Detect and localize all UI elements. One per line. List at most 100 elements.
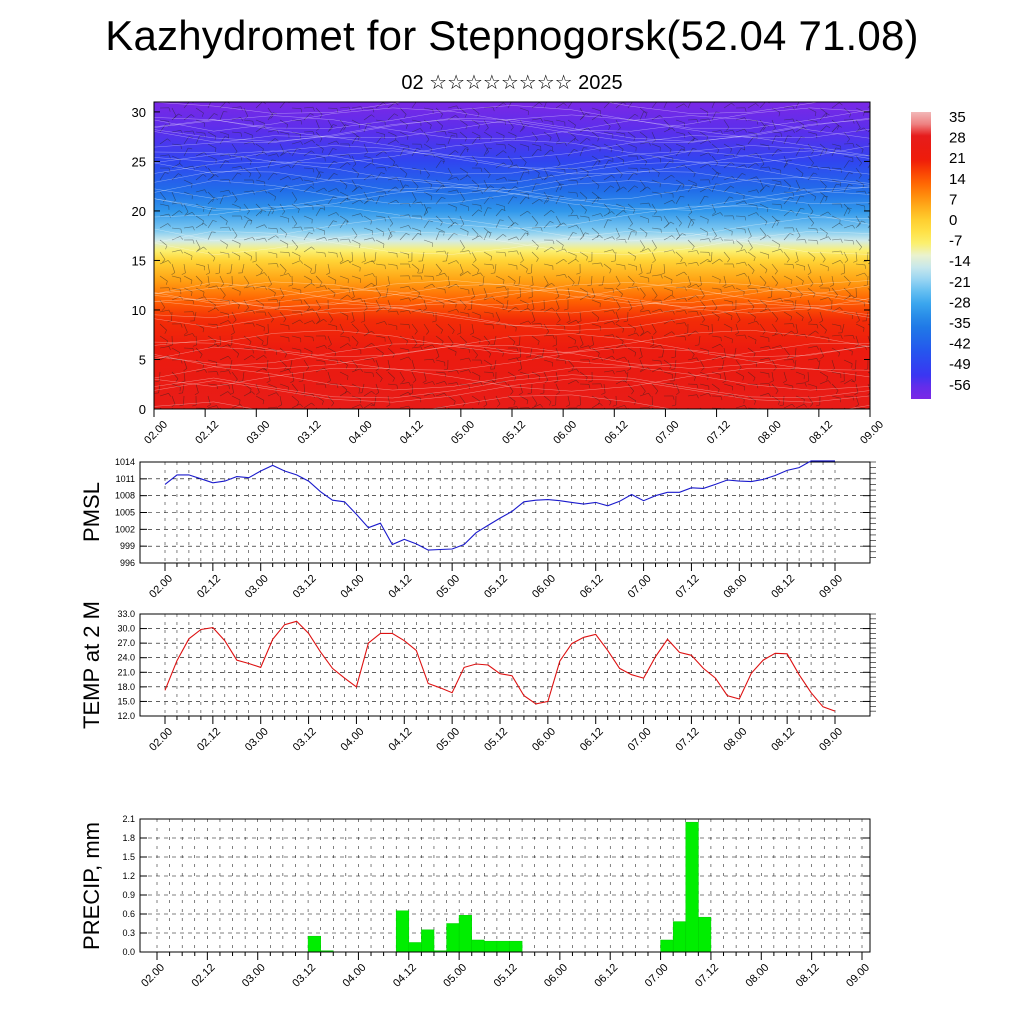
y-tick-label: 1005 xyxy=(115,508,135,518)
y-tick-label: 0.0 xyxy=(122,947,135,957)
y-tick-label: 0.9 xyxy=(122,890,135,900)
x-tick-label: 06.12 xyxy=(602,419,630,447)
y-tick-label: 1.8 xyxy=(122,833,135,843)
x-tick-label: 03.12 xyxy=(290,962,318,990)
y-tick-label: 33.0 xyxy=(117,609,135,619)
pmsl-panel: 1014 1011 1008 1005 1002 999 996 02.00 02.12 03.… xyxy=(79,457,876,601)
y-tick-label: 996 xyxy=(120,558,135,568)
x-tick-label: 07.00 xyxy=(654,419,682,447)
x-tick-label: 05.00 xyxy=(434,573,462,601)
x-tick-label: 07.12 xyxy=(693,962,721,990)
x-tick-label: 09.00 xyxy=(817,573,845,601)
precip-bar xyxy=(685,821,699,953)
colorbar-tick-label: -56 xyxy=(949,377,971,394)
temp-ylabel: TEMP at 2 M xyxy=(79,601,104,729)
x-tick-label: 04.12 xyxy=(398,419,426,447)
cross-ytick-label: 15 xyxy=(132,253,146,268)
precip-bar xyxy=(458,915,472,953)
cross-ytick-label: 25 xyxy=(132,154,146,169)
colorbar: 35 28 21 14 7 0 -7 -14 -21 -28 -35 -42 -49 -56 xyxy=(911,109,971,399)
x-tick-label: 07.00 xyxy=(626,573,654,601)
x-tick-label: 05.00 xyxy=(449,419,477,447)
x-tick-label: 04.12 xyxy=(386,726,414,754)
y-tick-label: 1.5 xyxy=(122,852,135,862)
x-tick-label: 02.12 xyxy=(190,962,218,990)
x-tick-label: 06.00 xyxy=(530,726,558,754)
x-tick-label: 08.12 xyxy=(794,962,822,990)
colorbar-tick-label: 14 xyxy=(949,171,966,188)
y-tick-label: 1002 xyxy=(115,524,135,534)
colorbar-tick-label: 35 xyxy=(949,109,966,126)
precip-bar xyxy=(471,939,485,953)
x-tick-label: 09.00 xyxy=(858,419,886,447)
precip-bar xyxy=(395,910,410,953)
x-tick-label: 04.00 xyxy=(339,726,367,754)
y-tick-label: 1.2 xyxy=(122,871,135,881)
colorbar-tick-label: -42 xyxy=(949,336,971,353)
precip-ylabel: PRECIP, mm xyxy=(79,822,104,950)
x-tick-label: 06.12 xyxy=(578,726,606,754)
y-tick-label: 24.0 xyxy=(117,653,135,663)
precip-panel: 2.1 1.8 1.5 1.2 0.9 0.6 0.3 0.0 02.00 02.12 03.00… xyxy=(79,814,872,990)
x-tick-label: 02.12 xyxy=(193,419,221,447)
colorbar-tick-label: -7 xyxy=(949,233,962,250)
cross-ytick-label: 20 xyxy=(132,204,146,219)
precip-bar xyxy=(446,923,460,953)
y-tick-label: 999 xyxy=(120,541,135,551)
precip-bar xyxy=(421,929,435,953)
x-tick-label: 02.00 xyxy=(142,419,170,447)
y-tick-label: 27.0 xyxy=(117,638,135,648)
cross-ytick-label: 10 xyxy=(132,303,146,318)
x-tick-label: 07.12 xyxy=(705,419,733,447)
x-tick-label: 05.00 xyxy=(434,726,462,754)
x-tick-label: 08.00 xyxy=(756,419,784,447)
x-tick-label: 05.12 xyxy=(492,962,520,990)
x-tick-label: 06.12 xyxy=(578,573,606,601)
x-tick-label: 02.12 xyxy=(195,726,223,754)
pmsl-series-line xyxy=(164,460,835,551)
chart-subtitle: 02 ☆☆☆☆☆☆☆☆ 2025 xyxy=(401,72,623,94)
x-tick-label: 04.12 xyxy=(386,573,414,601)
cross-ytick-label: 30 xyxy=(132,105,146,120)
x-tick-label: 08.12 xyxy=(807,419,835,447)
x-tick-label: 03.12 xyxy=(291,726,319,754)
x-tick-label: 05.12 xyxy=(482,573,510,601)
chart-title: Kazhydromet for Stepnogorsk(52.04 71.08) xyxy=(105,12,919,59)
x-tick-label: 08.00 xyxy=(721,726,749,754)
colorbar-tick-label: 0 xyxy=(949,212,957,229)
x-tick-label: 09.00 xyxy=(844,962,872,990)
y-tick-label: 0.6 xyxy=(122,909,135,919)
x-tick-label: 06.00 xyxy=(530,573,558,601)
x-tick-label: 06.00 xyxy=(551,419,579,447)
y-tick-label: 2.1 xyxy=(122,814,135,824)
precip-bar xyxy=(307,935,321,953)
precip-bar xyxy=(672,921,687,953)
x-tick-label: 05.00 xyxy=(441,962,469,990)
x-tick-label: 08.00 xyxy=(743,962,771,990)
x-tick-label: 04.00 xyxy=(347,419,375,447)
precip-bar xyxy=(496,940,510,953)
y-tick-label: 0.3 xyxy=(122,928,135,938)
colorbar-tick-label: 21 xyxy=(949,150,966,167)
colorbar-tick-label: -14 xyxy=(949,253,971,270)
x-tick-label: 02.00 xyxy=(147,726,175,754)
precip-bar xyxy=(509,940,523,953)
x-tick-label: 05.12 xyxy=(482,726,510,754)
x-tick-label: 08.12 xyxy=(769,726,797,754)
y-tick-label: 12.0 xyxy=(117,711,135,721)
colorbar-tick-label: -21 xyxy=(949,274,971,291)
x-tick-label: 09.00 xyxy=(817,726,845,754)
y-tick-label: 30.0 xyxy=(117,624,135,634)
x-tick-label: 03.00 xyxy=(240,962,268,990)
x-tick-label: 04.00 xyxy=(339,573,367,601)
precip-bar xyxy=(408,942,422,953)
x-tick-label: 03.00 xyxy=(243,573,271,601)
x-tick-label: 03.12 xyxy=(291,573,319,601)
y-tick-label: 1014 xyxy=(115,457,135,467)
x-tick-label: 03.00 xyxy=(244,419,272,447)
wind-barbs-overlay xyxy=(154,102,870,409)
x-tick-label: 06.00 xyxy=(542,962,570,990)
colorbar-tick-label: -49 xyxy=(949,356,971,373)
x-tick-label: 05.12 xyxy=(500,419,528,447)
temp-panel: 33.0 30.0 27.0 24.0 21.0 18.0 15.0 12.0 02.00 02… xyxy=(79,601,876,754)
